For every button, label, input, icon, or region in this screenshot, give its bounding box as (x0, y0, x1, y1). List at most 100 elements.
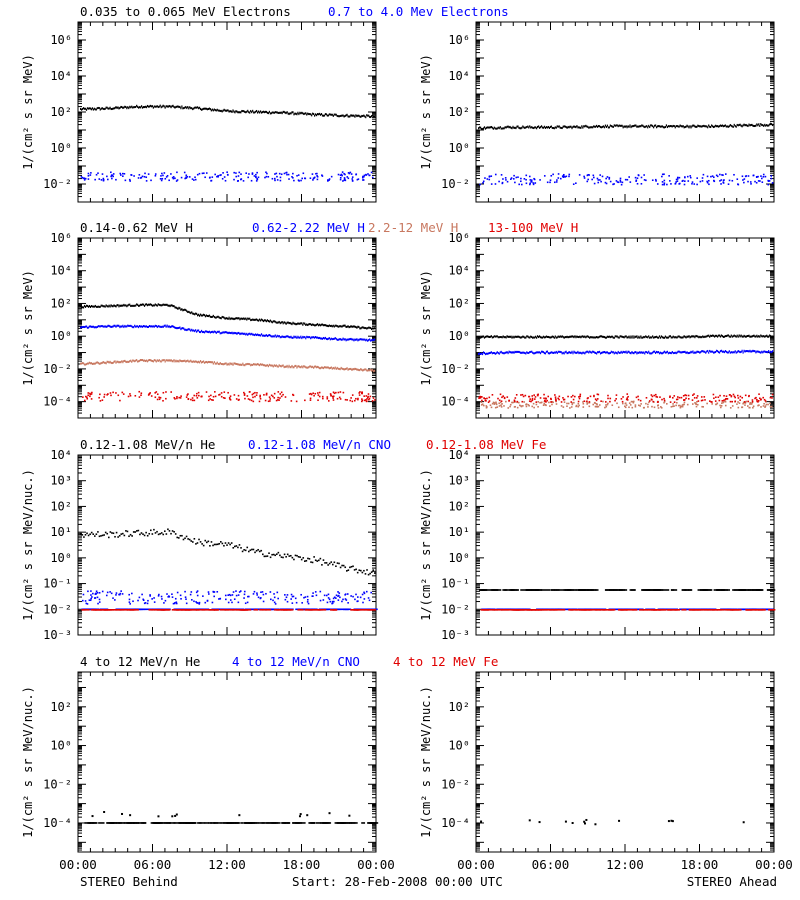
data-point (338, 562, 340, 565)
y-tick-label: 10⁶ (50, 231, 72, 245)
data-point (610, 350, 612, 353)
data-point (634, 176, 637, 179)
data-point (710, 401, 712, 403)
data-point (140, 325, 143, 328)
data-point (724, 404, 727, 407)
data-point (332, 395, 335, 398)
data-point (671, 125, 673, 128)
data-point (568, 175, 570, 178)
data-point (263, 364, 266, 367)
data-point (98, 178, 101, 180)
data-point (357, 596, 359, 598)
data-point (289, 112, 291, 115)
data-point (594, 398, 597, 400)
data-point (96, 107, 98, 110)
data-point (572, 183, 575, 186)
data-point (171, 176, 174, 179)
data-point (327, 593, 330, 596)
y-tick-label: 10² (50, 499, 72, 513)
data-point (256, 334, 258, 337)
data-point (89, 107, 92, 110)
data-point (143, 602, 146, 605)
data-point (287, 173, 290, 176)
data-point (194, 330, 196, 333)
data-point (527, 351, 529, 354)
data-point (358, 394, 361, 396)
data-point (145, 359, 148, 362)
data-point (110, 171, 112, 174)
data-point (191, 399, 194, 402)
data-point (719, 124, 722, 127)
data-point (230, 110, 232, 113)
data-point (518, 335, 520, 338)
data-point (554, 351, 556, 354)
data-point (341, 325, 343, 328)
data-point (626, 393, 629, 395)
data-point (507, 125, 509, 128)
data-point (635, 351, 637, 354)
data-point (549, 336, 551, 339)
data-point (240, 178, 242, 181)
data-point (586, 403, 588, 405)
data-point (284, 321, 286, 324)
data-point (724, 398, 727, 401)
data-point (276, 591, 279, 594)
data-point (316, 365, 319, 368)
data-point (562, 125, 564, 128)
data-point (322, 324, 325, 327)
data-point (562, 406, 565, 408)
data-point (227, 594, 229, 596)
data-point (182, 309, 184, 312)
data-point (103, 305, 105, 308)
data-point (173, 602, 176, 605)
data-point (508, 335, 510, 338)
data-point (733, 334, 735, 337)
data-point (256, 363, 258, 366)
data-point (683, 335, 685, 338)
data-point (571, 350, 573, 353)
data-point (114, 599, 116, 601)
data-point (243, 364, 245, 367)
data-point (329, 393, 332, 395)
data-point (250, 109, 252, 112)
data-point (225, 362, 227, 365)
data-point (259, 597, 262, 600)
data-point (271, 177, 274, 180)
data-point (309, 365, 311, 368)
data-point (611, 404, 614, 407)
data-point (129, 360, 131, 363)
data-point (605, 177, 607, 180)
data-point (276, 334, 278, 337)
data-point (269, 591, 272, 593)
data-point (273, 593, 275, 595)
data-point (112, 325, 114, 328)
data-point (344, 114, 346, 117)
data-point (306, 598, 309, 601)
data-point (613, 183, 615, 185)
data-point (271, 111, 273, 114)
data-point (83, 304, 86, 307)
data-point (283, 321, 285, 324)
data-point (588, 335, 590, 338)
data-point (281, 112, 283, 115)
data-point (129, 603, 131, 605)
data-point (315, 336, 318, 339)
data-point (551, 126, 553, 129)
data-point (496, 127, 498, 130)
data-point (337, 595, 339, 597)
data-point (134, 531, 137, 533)
data-point (590, 126, 592, 129)
data-point (284, 336, 286, 339)
data-point (578, 336, 580, 339)
data-point (504, 351, 506, 354)
data-point (238, 363, 240, 366)
data-point (211, 315, 213, 318)
data-point (604, 336, 607, 339)
data-point (279, 111, 281, 114)
data-point (518, 404, 521, 407)
data-point (529, 179, 532, 181)
data-point (122, 324, 124, 327)
data-point (641, 351, 643, 354)
data-point (159, 360, 161, 363)
